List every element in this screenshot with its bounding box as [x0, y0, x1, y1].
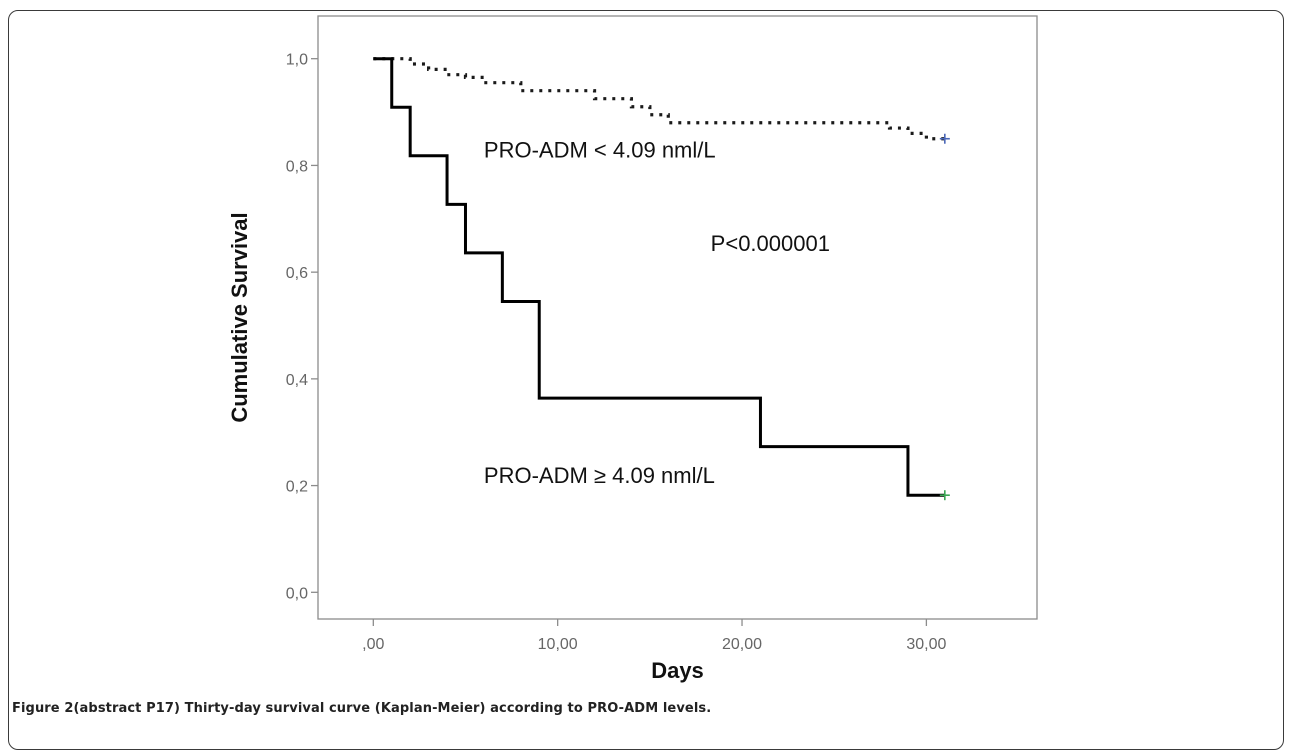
x-tick-label: 10,00 [538, 636, 578, 653]
annotation-label: P<0.000001 [711, 231, 830, 256]
annotation-label: PRO-ADM < 4.09 nml/L [484, 137, 716, 162]
x-tick-label: 30,00 [906, 636, 946, 653]
y-tick-label: 0,2 [286, 479, 308, 496]
plot-frame [317, 15, 1038, 620]
annotation-label: PRO-ADM ≥ 4.09 nml/L [484, 463, 715, 488]
survival-chart: 0,0 0,2 0,4 0,6 0,8 1,0 ,00 10,00 20,00 30,00 Days… [227, 15, 1038, 683]
y-tick-label: 0,8 [286, 158, 308, 175]
x-tick-label: ,00 [362, 636, 384, 653]
y-tick-label: 0,4 [286, 372, 308, 389]
y-axis-title: Cumulative Survival [227, 212, 252, 422]
x-axis-title: Days [651, 658, 704, 683]
series-low-proadm-line [373, 57, 945, 141]
y-tick-label: 0,6 [286, 265, 308, 282]
y-tick-label: 0,0 [286, 585, 308, 602]
y-tick-label: 1,0 [286, 52, 308, 69]
figure-caption: Figure 2(abstract P17) Thirty-day surviv… [12, 701, 711, 716]
x-tick-label: 20,00 [722, 636, 762, 653]
series-high-proadm-line [373, 57, 945, 497]
caption-text: Figure 2(abstract P17) Thirty-day surviv… [12, 701, 712, 716]
